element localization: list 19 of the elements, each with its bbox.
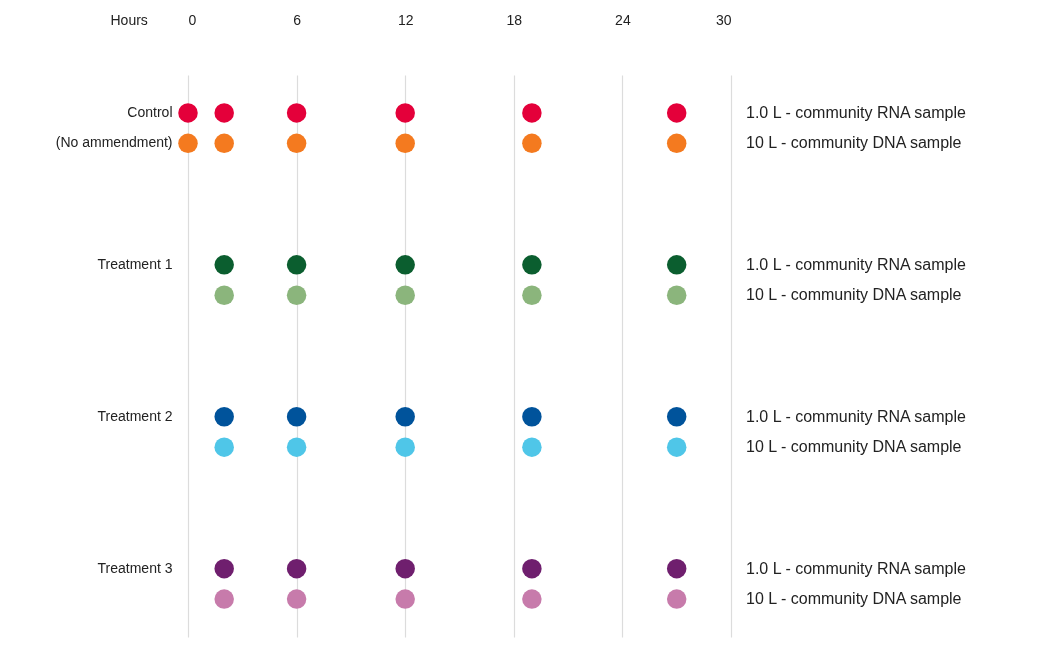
y2-tick-label: 10 L - community DNA sample [746,590,962,608]
x-tick-label: 12 [397,11,414,28]
x-tick-label: 30 [715,11,732,28]
y-tick-label: Treatment 1 [97,255,173,272]
y2-tick-label: 10 L - community DNA sample [746,134,962,152]
x-tick-label: 18 [506,11,523,28]
x-tick-label: 6 [293,11,302,28]
x-tick-label: 0 [188,11,197,28]
y2-tick-label: 1.0 L - community RNA sample [746,407,967,425]
y2-tick-label: 1.0 L - community RNA sample [746,559,967,577]
y2-tick-label: 1.0 L - community RNA sample [746,255,967,273]
y2-tick-label: 1.0 L - community RNA sample [746,103,967,121]
x-tick-label: 24 [615,11,631,28]
y-tick-label: Treatment 2 [97,407,173,424]
y2-tick-label: 10 L - community DNA sample [746,286,962,304]
y2-tick-label: 10 L - community DNA sample [746,438,962,456]
y-tick-label: Treatment 3 [97,559,173,576]
y-tick-label: Control (No ammendment) [55,103,173,150]
x-axis-title: Hours [110,11,148,28]
